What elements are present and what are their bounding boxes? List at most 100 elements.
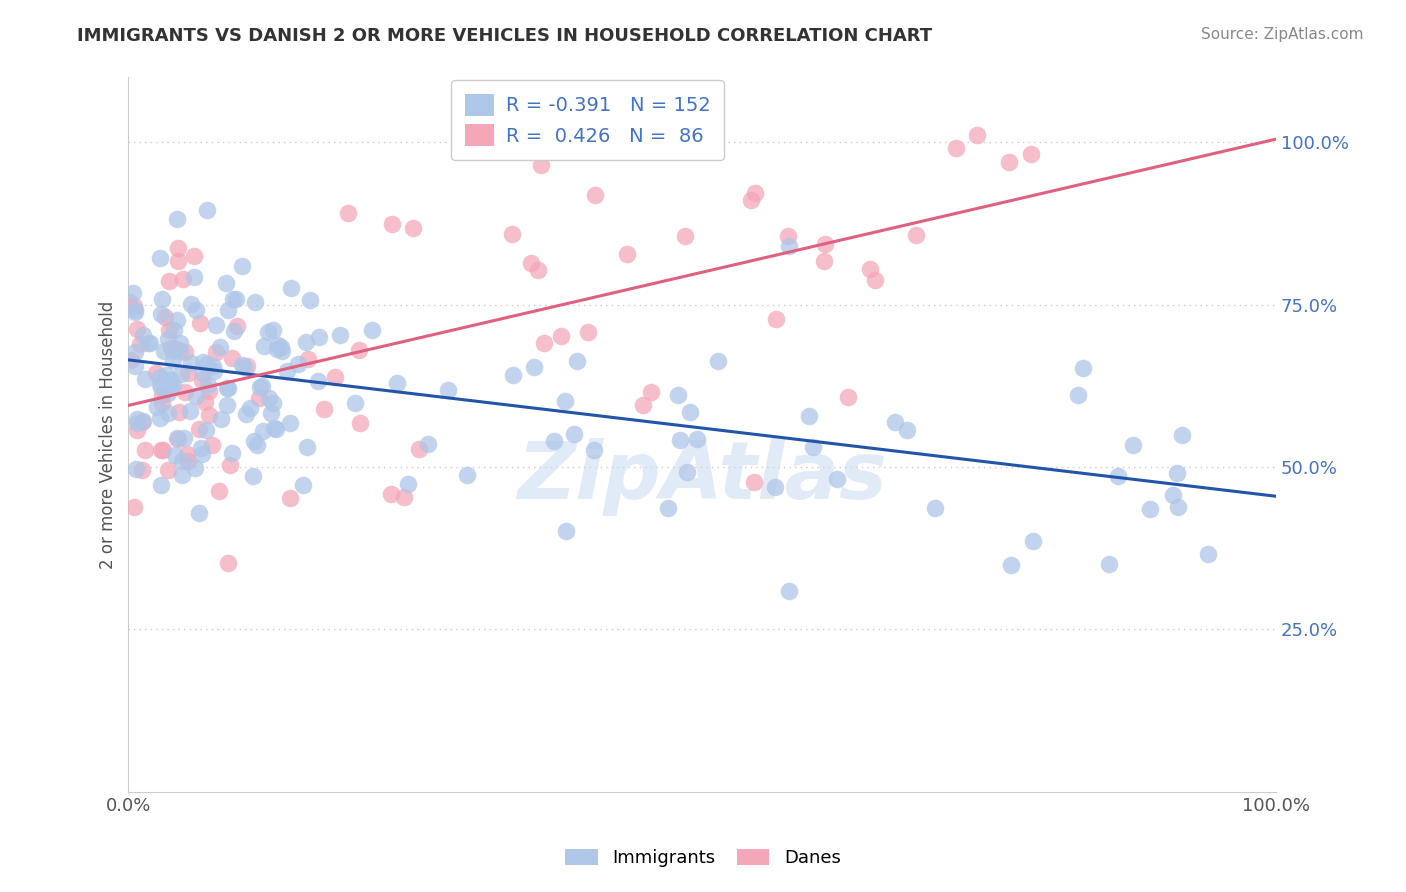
Point: [179, 403, 201, 417]
Point: [278, 491, 301, 505]
Point: [262, 323, 284, 337]
Point: [150, 477, 173, 491]
Point: [162, 344, 184, 359]
Point: [555, 524, 578, 538]
Point: [167, 241, 190, 255]
Point: [707, 354, 730, 368]
Point: [198, 384, 221, 399]
Point: [744, 186, 766, 200]
Point: [160, 373, 183, 387]
Point: [394, 490, 416, 504]
Point: [124, 344, 146, 359]
Point: [530, 158, 553, 172]
Point: [763, 480, 786, 494]
Point: [159, 377, 181, 392]
Point: [266, 338, 288, 352]
Point: [155, 310, 177, 324]
Point: [676, 465, 699, 479]
Point: [253, 339, 276, 353]
Point: [1139, 502, 1161, 516]
Point: [191, 366, 214, 380]
Point: [131, 415, 153, 429]
Point: [778, 583, 800, 598]
Point: [195, 203, 218, 218]
Point: [184, 303, 207, 318]
Point: [242, 468, 264, 483]
Point: [314, 401, 336, 416]
Point: [209, 340, 232, 354]
Point: [280, 281, 302, 295]
Point: [1171, 428, 1194, 442]
Point: [236, 359, 259, 374]
Point: [157, 323, 180, 337]
Point: [904, 228, 927, 243]
Point: [361, 323, 384, 337]
Point: [226, 318, 249, 333]
Point: [180, 355, 202, 369]
Point: [998, 155, 1021, 169]
Point: [156, 406, 179, 420]
Text: IMMIGRANTS VS DANISH 2 OR MORE VEHICLES IN HOUSEHOLD CORRELATION CHART: IMMIGRANTS VS DANISH 2 OR MORE VEHICLES …: [77, 27, 932, 45]
Point: [149, 370, 172, 384]
Point: [385, 376, 408, 390]
Point: [125, 423, 148, 437]
Point: [217, 557, 239, 571]
Point: [256, 326, 278, 340]
Point: [669, 434, 692, 448]
Point: [567, 354, 589, 368]
Point: [276, 364, 298, 378]
Point: [174, 345, 197, 359]
Point: [583, 188, 606, 202]
Point: [127, 416, 149, 430]
Legend: Immigrants, Danes: Immigrants, Danes: [558, 841, 848, 874]
Point: [167, 405, 190, 419]
Point: [247, 391, 270, 405]
Point: [125, 412, 148, 426]
Point: [165, 342, 187, 356]
Point: [174, 384, 197, 399]
Point: [945, 141, 967, 155]
Point: [221, 351, 243, 366]
Point: [502, 368, 524, 382]
Point: [408, 442, 430, 456]
Text: Source: ZipAtlas.com: Source: ZipAtlas.com: [1201, 27, 1364, 42]
Point: [125, 461, 148, 475]
Point: [120, 353, 142, 368]
Point: [124, 305, 146, 319]
Point: [526, 263, 548, 277]
Point: [813, 254, 835, 268]
Point: [177, 454, 200, 468]
Point: [166, 313, 188, 327]
Point: [252, 379, 274, 393]
Point: [205, 318, 228, 332]
Point: [159, 341, 181, 355]
Point: [162, 352, 184, 367]
Point: [298, 293, 321, 308]
Point: [896, 423, 918, 437]
Point: [837, 391, 859, 405]
Point: [416, 436, 439, 450]
Point: [1107, 468, 1129, 483]
Point: [245, 294, 267, 309]
Point: [188, 316, 211, 330]
Point: [666, 387, 689, 401]
Point: [131, 414, 153, 428]
Point: [294, 335, 316, 350]
Point: [347, 343, 370, 357]
Point: [291, 478, 314, 492]
Point: [239, 401, 262, 415]
Point: [208, 483, 231, 498]
Point: [437, 383, 460, 397]
Point: [214, 277, 236, 291]
Point: [136, 335, 159, 350]
Point: [380, 487, 402, 501]
Point: [193, 355, 215, 369]
Point: [221, 446, 243, 460]
Point: [209, 411, 232, 425]
Point: [124, 359, 146, 373]
Point: [169, 344, 191, 359]
Point: [1167, 500, 1189, 514]
Point: [675, 228, 697, 243]
Point: [177, 366, 200, 380]
Point: [134, 372, 156, 386]
